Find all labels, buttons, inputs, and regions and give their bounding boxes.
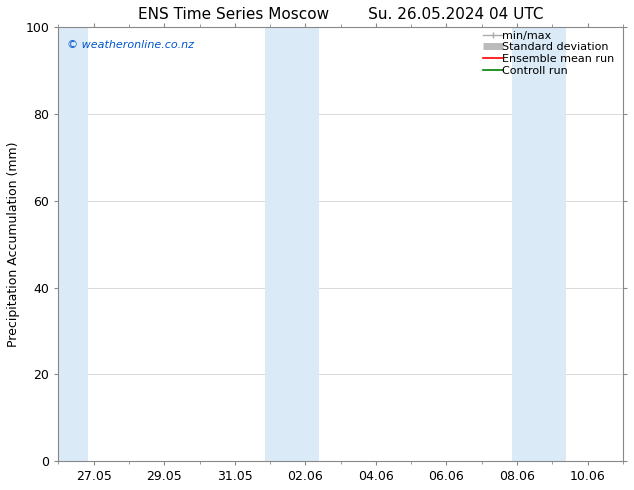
Bar (512, 27, 536, 461)
Title: ENS Time Series Moscow        Su. 26.05.2024 04 UTC: ENS Time Series Moscow Su. 26.05.2024 04… (138, 7, 543, 22)
Legend: min/max, Standard deviation, Ensemble mean run, Controll run: min/max, Standard deviation, Ensemble me… (483, 30, 619, 75)
Bar (536, 27, 566, 461)
Bar (58, 27, 88, 461)
Y-axis label: Precipitation Accumulation (mm): Precipitation Accumulation (mm) (7, 142, 20, 347)
Text: © weatheronline.co.nz: © weatheronline.co.nz (67, 40, 194, 50)
Bar (265, 27, 290, 461)
Bar (290, 27, 320, 461)
